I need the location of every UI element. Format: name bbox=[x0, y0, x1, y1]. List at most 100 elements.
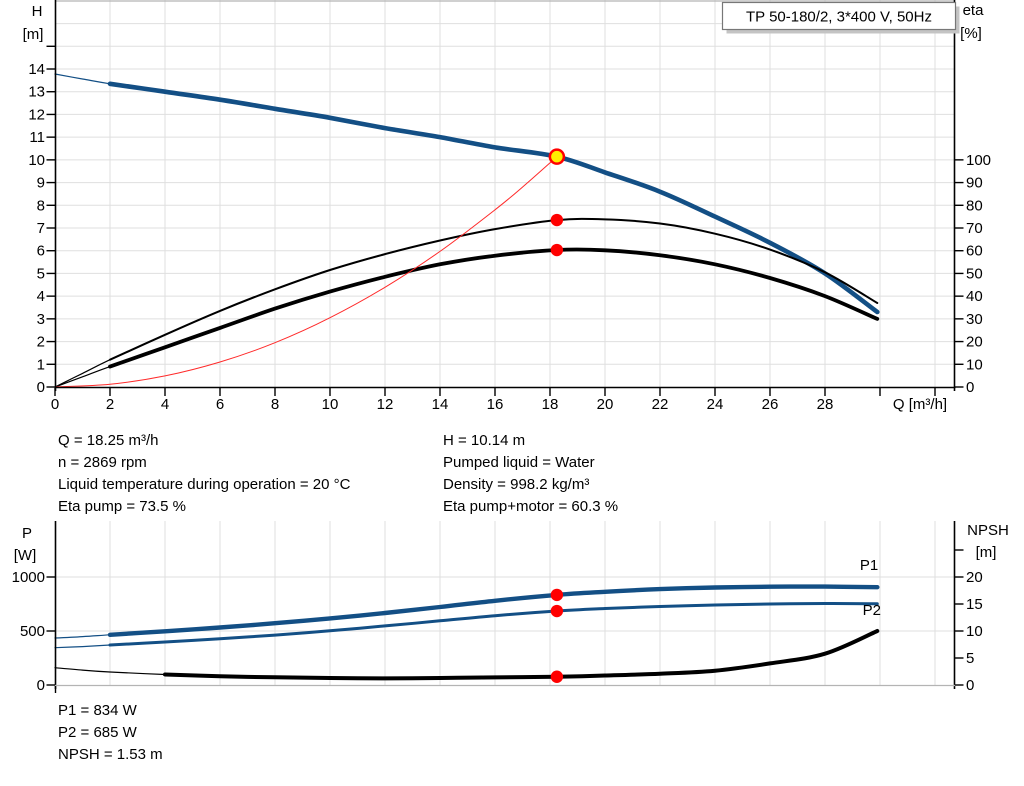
x-tick-label: 22 bbox=[652, 396, 669, 413]
head-efficiency-chart: 0123456789101112131401020304050607080901… bbox=[28, 0, 991, 413]
right-tick-label: 80 bbox=[966, 197, 983, 214]
p2-curve bbox=[108, 601, 879, 647]
right-tick-label: 15 bbox=[966, 596, 983, 613]
x-tick-label: 8 bbox=[271, 396, 279, 413]
annot-n: n = 2869 rpm bbox=[58, 454, 147, 471]
left-tick-label: 1000 bbox=[12, 569, 45, 586]
eta-pump-motor-curve-thin bbox=[54, 248, 878, 388]
annot-q: Q = 18.25 m³/h bbox=[58, 432, 158, 449]
left-tick-label: 500 bbox=[20, 623, 45, 640]
eta-pump-motor-curve bbox=[108, 247, 880, 369]
chart-title: TP 50-180/2, 3*400 V, 50Hz bbox=[746, 9, 932, 26]
head-efficiency-markers bbox=[548, 148, 566, 257]
left-tick-label: 5 bbox=[37, 265, 45, 282]
npsh-axis-unit: [m] bbox=[976, 544, 997, 561]
duty-annotations: Q = 18.25 m³/h n = 2869 rpm Liquid tempe… bbox=[58, 432, 618, 515]
eta-axis-title: eta bbox=[963, 2, 985, 19]
power-npsh-markers bbox=[550, 588, 564, 683]
head-efficiency-grid bbox=[55, 0, 955, 387]
annot-temp: Liquid temperature during operation = 20… bbox=[58, 476, 351, 493]
h-axis-title: H bbox=[32, 3, 43, 20]
series-label-p1: P1 bbox=[860, 557, 878, 574]
system-curve bbox=[54, 156, 558, 388]
head-efficiency-curves bbox=[54, 73, 880, 388]
duty-point[interactable] bbox=[548, 148, 566, 165]
left-tick-label: 12 bbox=[28, 106, 45, 123]
x-tick-label: 14 bbox=[432, 396, 449, 413]
x-tick-label: 4 bbox=[161, 396, 169, 413]
h-axis-unit: [m] bbox=[23, 26, 44, 43]
pump-head-curve bbox=[107, 81, 880, 315]
x-tick-label: 20 bbox=[597, 396, 614, 413]
right-tick-label: 10 bbox=[966, 623, 983, 640]
x-tick-label: 28 bbox=[817, 396, 834, 413]
right-tick-label: 70 bbox=[966, 220, 983, 237]
p-axis-title: P bbox=[22, 525, 32, 542]
eta-pump-point[interactable] bbox=[550, 213, 564, 227]
npsh-axis-title: NPSH bbox=[967, 522, 1009, 539]
right-tick-label: 100 bbox=[966, 152, 991, 169]
right-tick-label: 5 bbox=[966, 650, 974, 667]
eta-pump-curve bbox=[109, 217, 879, 361]
p1-point[interactable] bbox=[550, 588, 564, 602]
annot-p2: P2 = 685 W bbox=[58, 724, 138, 741]
left-tick-label: 8 bbox=[37, 197, 45, 214]
eta-axis-unit: [%] bbox=[960, 25, 982, 42]
head-efficiency-axes: 0123456789101112131401020304050607080901… bbox=[28, 0, 991, 413]
power-npsh-curves: P1 P2 bbox=[54, 557, 881, 681]
left-tick-label: 13 bbox=[28, 84, 45, 101]
x-tick-label: 12 bbox=[377, 396, 394, 413]
x-tick-label: 16 bbox=[487, 396, 504, 413]
annot-eta-pump: Eta pump = 73.5 % bbox=[58, 498, 186, 515]
annot-h: H = 10.14 m bbox=[443, 432, 525, 449]
eta-pump-motor-point[interactable] bbox=[550, 243, 564, 257]
pump-head-curve-thin bbox=[54, 73, 878, 313]
right-tick-label: 50 bbox=[966, 265, 983, 282]
left-tick-label: 2 bbox=[37, 334, 45, 351]
left-tick-label: 14 bbox=[28, 61, 45, 78]
right-tick-label: 10 bbox=[966, 356, 983, 373]
x-tick-label: 2 bbox=[106, 396, 114, 413]
npsh-point[interactable] bbox=[550, 670, 564, 683]
x-tick-label: 6 bbox=[216, 396, 224, 413]
x-tick-label: 10 bbox=[322, 396, 339, 413]
power-npsh-chart: P1 P2 0 500 1000 0 5 10 15 20 bbox=[12, 521, 983, 694]
p-axis-unit: [W] bbox=[14, 547, 37, 564]
left-tick-label: 7 bbox=[37, 220, 45, 237]
left-tick-label: 11 bbox=[29, 129, 45, 146]
annot-density: Density = 998.2 kg/m³ bbox=[443, 476, 589, 493]
title-box-frame bbox=[721, 1, 957, 31]
p1-curve bbox=[107, 584, 880, 637]
left-tick-label: 6 bbox=[37, 243, 45, 260]
right-tick-label: 0 bbox=[966, 677, 974, 694]
p2-point[interactable] bbox=[550, 604, 564, 618]
title-box: TP 50-180/2, 3*400 V, 50Hz bbox=[721, 1, 960, 34]
right-tick-label: 20 bbox=[966, 334, 983, 351]
npsh-curve bbox=[163, 629, 880, 681]
left-tick-label: 0 bbox=[37, 379, 45, 396]
right-tick-label: 60 bbox=[966, 243, 983, 260]
left-tick-label: 3 bbox=[37, 311, 45, 328]
left-tick-label: 1 bbox=[37, 356, 45, 373]
power-npsh-axes: 0 500 1000 0 5 10 15 20 bbox=[12, 521, 983, 694]
x-tick-label: 24 bbox=[707, 396, 724, 413]
annot-liquid: Pumped liquid = Water bbox=[443, 454, 595, 471]
npsh-curve-thin bbox=[54, 630, 878, 679]
right-tick-label: 90 bbox=[966, 175, 983, 192]
x-tick-label: 0 bbox=[51, 396, 59, 413]
right-tick-label: 20 bbox=[966, 569, 983, 586]
q-axis-label: Q [m³/h] bbox=[893, 396, 947, 413]
x-tick-label: 18 bbox=[542, 396, 559, 413]
annot-eta-pm: Eta pump+motor = 60.3 % bbox=[443, 498, 618, 515]
x-tick-label: 26 bbox=[762, 396, 779, 413]
annot-npsh: NPSH = 1.53 m bbox=[58, 746, 163, 763]
power-annotations: P1 = 834 W P2 = 685 W NPSH = 1.53 m bbox=[58, 702, 163, 763]
power-npsh-grid bbox=[55, 521, 955, 685]
series-label-p2: P2 bbox=[863, 602, 881, 619]
left-tick-label: 9 bbox=[37, 175, 45, 192]
annot-p1: P1 = 834 W bbox=[58, 702, 138, 719]
left-tick-label: 10 bbox=[28, 152, 45, 169]
right-tick-label: 30 bbox=[966, 311, 983, 328]
left-tick-label: 4 bbox=[37, 288, 45, 305]
